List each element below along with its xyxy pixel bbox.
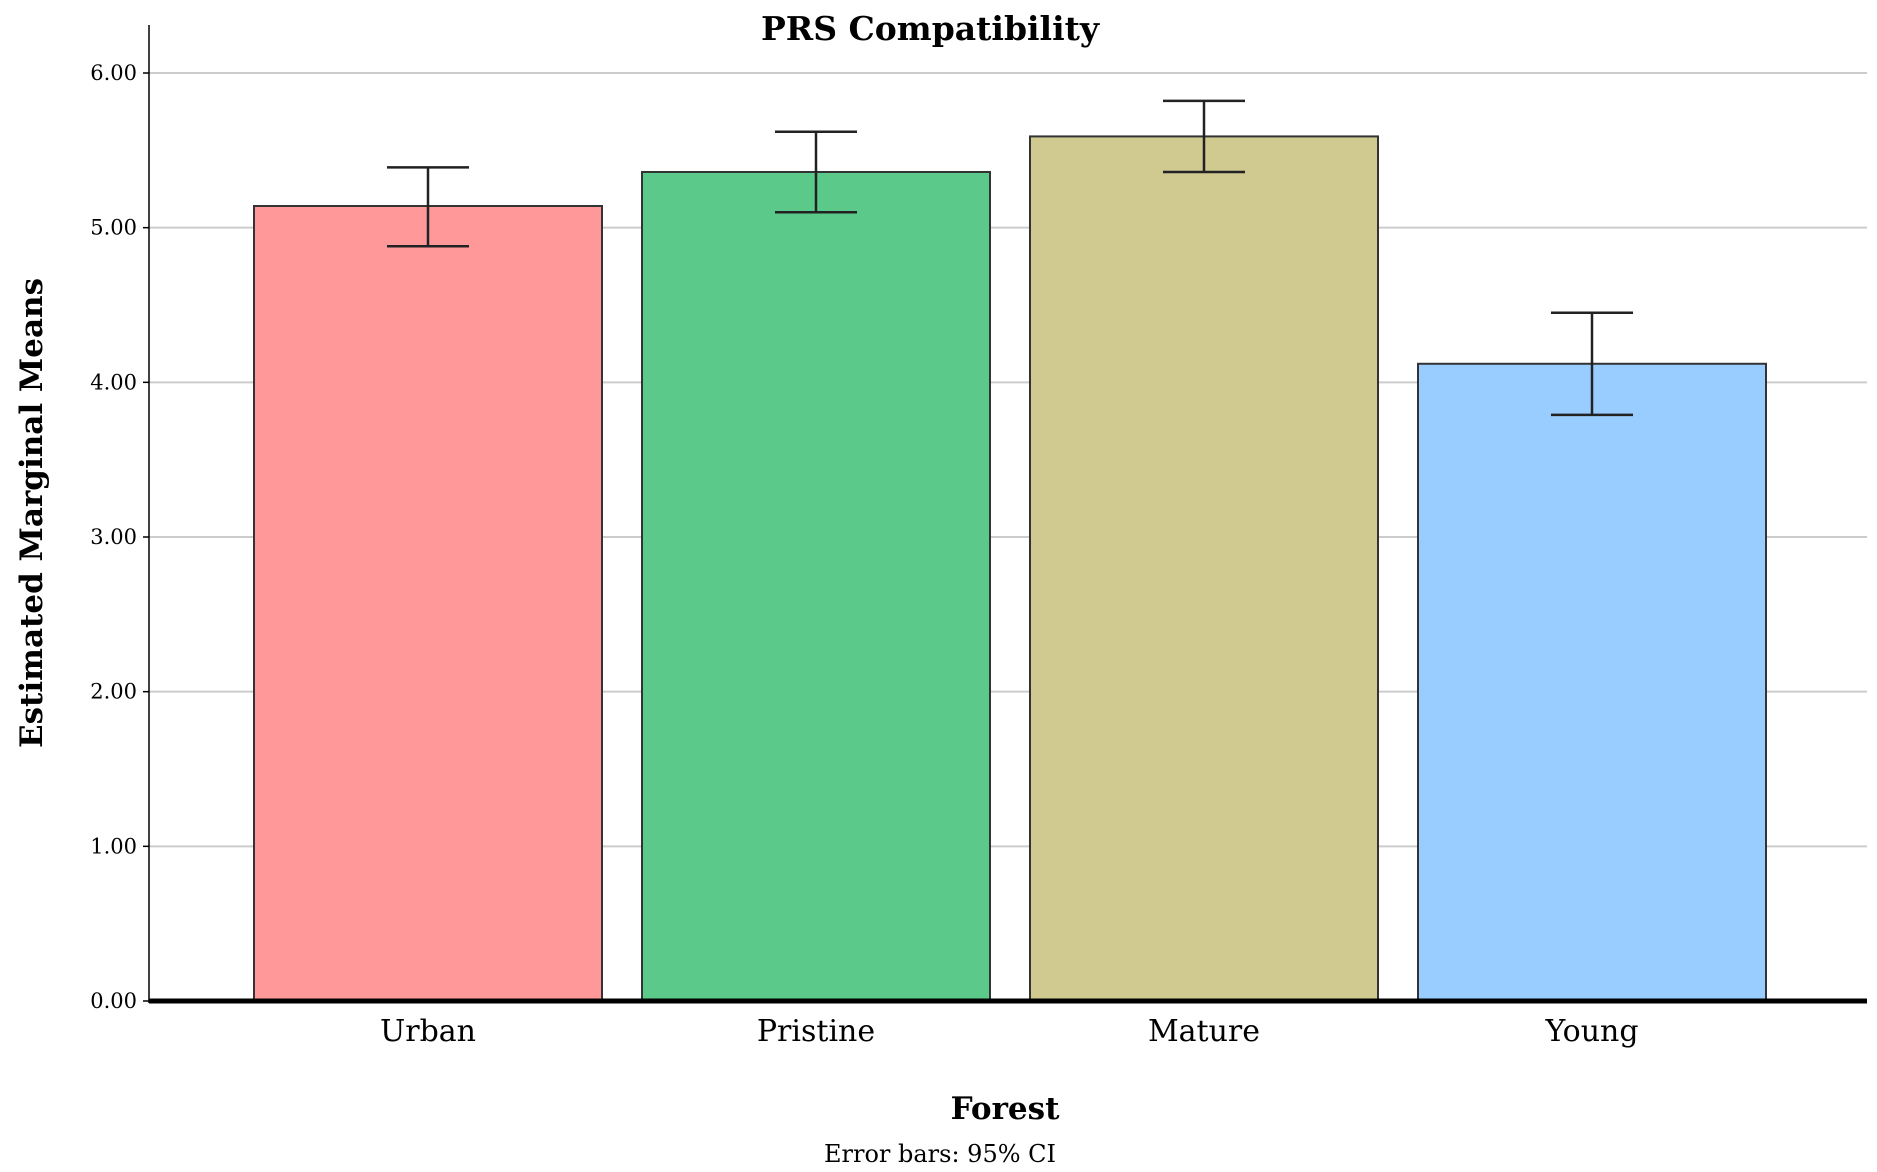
- y-tick-labels: 0.00 1.00 2.00 3.00 4.00 5.00 6.00: [90, 61, 149, 1013]
- x-tick-label-mature: Mature: [1148, 1014, 1260, 1049]
- x-tick-label-urban: Urban: [380, 1014, 476, 1049]
- x-tick-labels: Urban Pristine Mature Young: [380, 1014, 1639, 1049]
- x-axis-label: Forest: [951, 1091, 1060, 1127]
- axes: [148, 25, 1867, 1004]
- error-bar-urban: [387, 166, 469, 248]
- bar-pristine: [641, 170, 991, 1002]
- y-tick-label: 0.00: [90, 989, 137, 1013]
- bar-young: [1417, 362, 1767, 1003]
- error-bars: [387, 99, 1633, 417]
- bar-urban: [253, 205, 603, 1003]
- error-bar-young: [1551, 311, 1633, 417]
- y-tick-label: 3.00: [90, 525, 137, 549]
- chart-title: PRS Compatibility: [761, 9, 1100, 48]
- y-tick-label: 6.00: [90, 61, 137, 85]
- y-tick-label: 4.00: [90, 370, 137, 394]
- error-bar-pristine: [775, 130, 857, 214]
- x-tick-label-pristine: Pristine: [757, 1014, 875, 1049]
- y-tick-label: 5.00: [90, 216, 137, 240]
- y-axis-label: Estimated Marginal Means: [14, 278, 50, 748]
- x-tick-label-young: Young: [1544, 1014, 1638, 1049]
- error-bars-note: Error bars: 95% CI: [824, 1140, 1056, 1168]
- y-tick-label: 1.00: [90, 834, 137, 858]
- error-bar-mature: [1163, 99, 1245, 174]
- bars: [253, 135, 1767, 1003]
- y-tick-label: 2.00: [90, 680, 137, 704]
- bar-mature: [1029, 135, 1379, 1002]
